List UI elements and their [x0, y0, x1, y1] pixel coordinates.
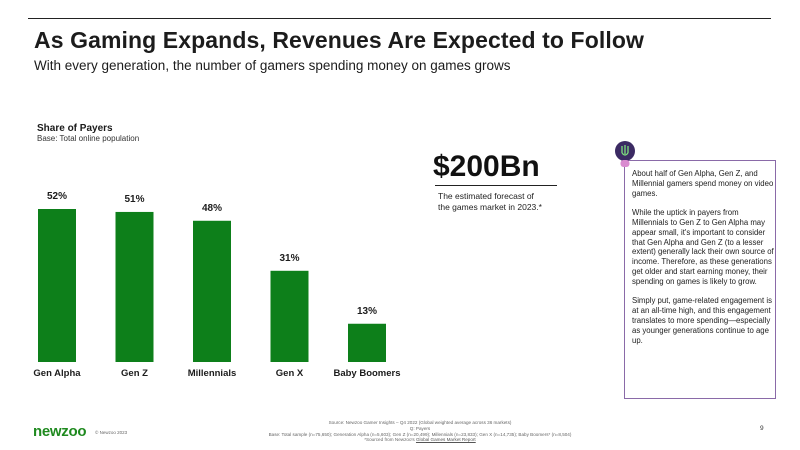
callout-paragraph: Simply put, game-related engagement is a… [632, 296, 772, 345]
global-games-market-report-link[interactable]: Global Games Market Report [415, 437, 476, 443]
bar-value-label: 31% [279, 253, 299, 264]
forecast-divider [435, 185, 557, 186]
callout-paragraph: While the uptick in payers from Millenni… [632, 208, 774, 286]
bar-value-label: 48% [202, 203, 222, 214]
base-note: Base: Total sample (n=75,650); Generatio… [268, 431, 572, 437]
top-rule [28, 18, 771, 19]
sourced-prefix: *Sourced from Newzoo's [364, 437, 415, 443]
callout-paragraph: About half of Gen Alpha, Gen Z, and Mill… [632, 169, 774, 198]
category-label: Baby Boomers [333, 368, 400, 379]
source-note: Source: Newzoo Gamer Insights – Q4 2022 … [328, 420, 512, 425]
bar-gen-x [270, 270, 309, 362]
footnotes: Source: Newzoo Gamer Insights – Q4 2022 … [160, 420, 680, 443]
page-subtitle: With every generation, the number of gam… [34, 58, 511, 73]
bar-millennials [193, 220, 231, 362]
category-label: Gen X [276, 368, 304, 379]
chart-title: Share of Payers [37, 123, 113, 134]
sourced-note: *Sourced from Newzoo's Global Games Mark… [160, 437, 680, 443]
market-forecast-value: $200Bn [433, 150, 540, 183]
bar-gen-alpha [38, 209, 76, 362]
bar-baby-boomers [348, 323, 386, 362]
lightbulb-icon [615, 141, 635, 167]
bar-value-label: 51% [124, 194, 144, 205]
copyright: © Newzoo 2023 [95, 430, 128, 435]
newzoo-logo: newzoo [33, 423, 87, 440]
category-label: Millennials [188, 368, 237, 379]
category-label: Gen Alpha [33, 368, 81, 379]
bar-value-label: 13% [357, 306, 377, 317]
page-number: 9 [760, 425, 764, 432]
share-of-payers-chart: 52% Gen Alpha 51% Gen Z 48% Millennials 31% Gen… [33, 191, 400, 379]
insight-callout-box [624, 160, 776, 399]
bar-gen-z [115, 211, 154, 362]
bar-value-label: 52% [47, 191, 67, 202]
category-label: Gen Z [121, 368, 148, 379]
market-forecast-caption: The estimated forecast of the games mark… [438, 191, 542, 212]
callout-text: About half of Gen Alpha, Gen Z, and Mill… [632, 169, 774, 355]
chart-base-note: Base: Total online population [37, 134, 140, 143]
page-title: As Gaming Expands, Revenues Are Expected… [34, 27, 644, 53]
question-note: Q: Payers [409, 425, 431, 431]
